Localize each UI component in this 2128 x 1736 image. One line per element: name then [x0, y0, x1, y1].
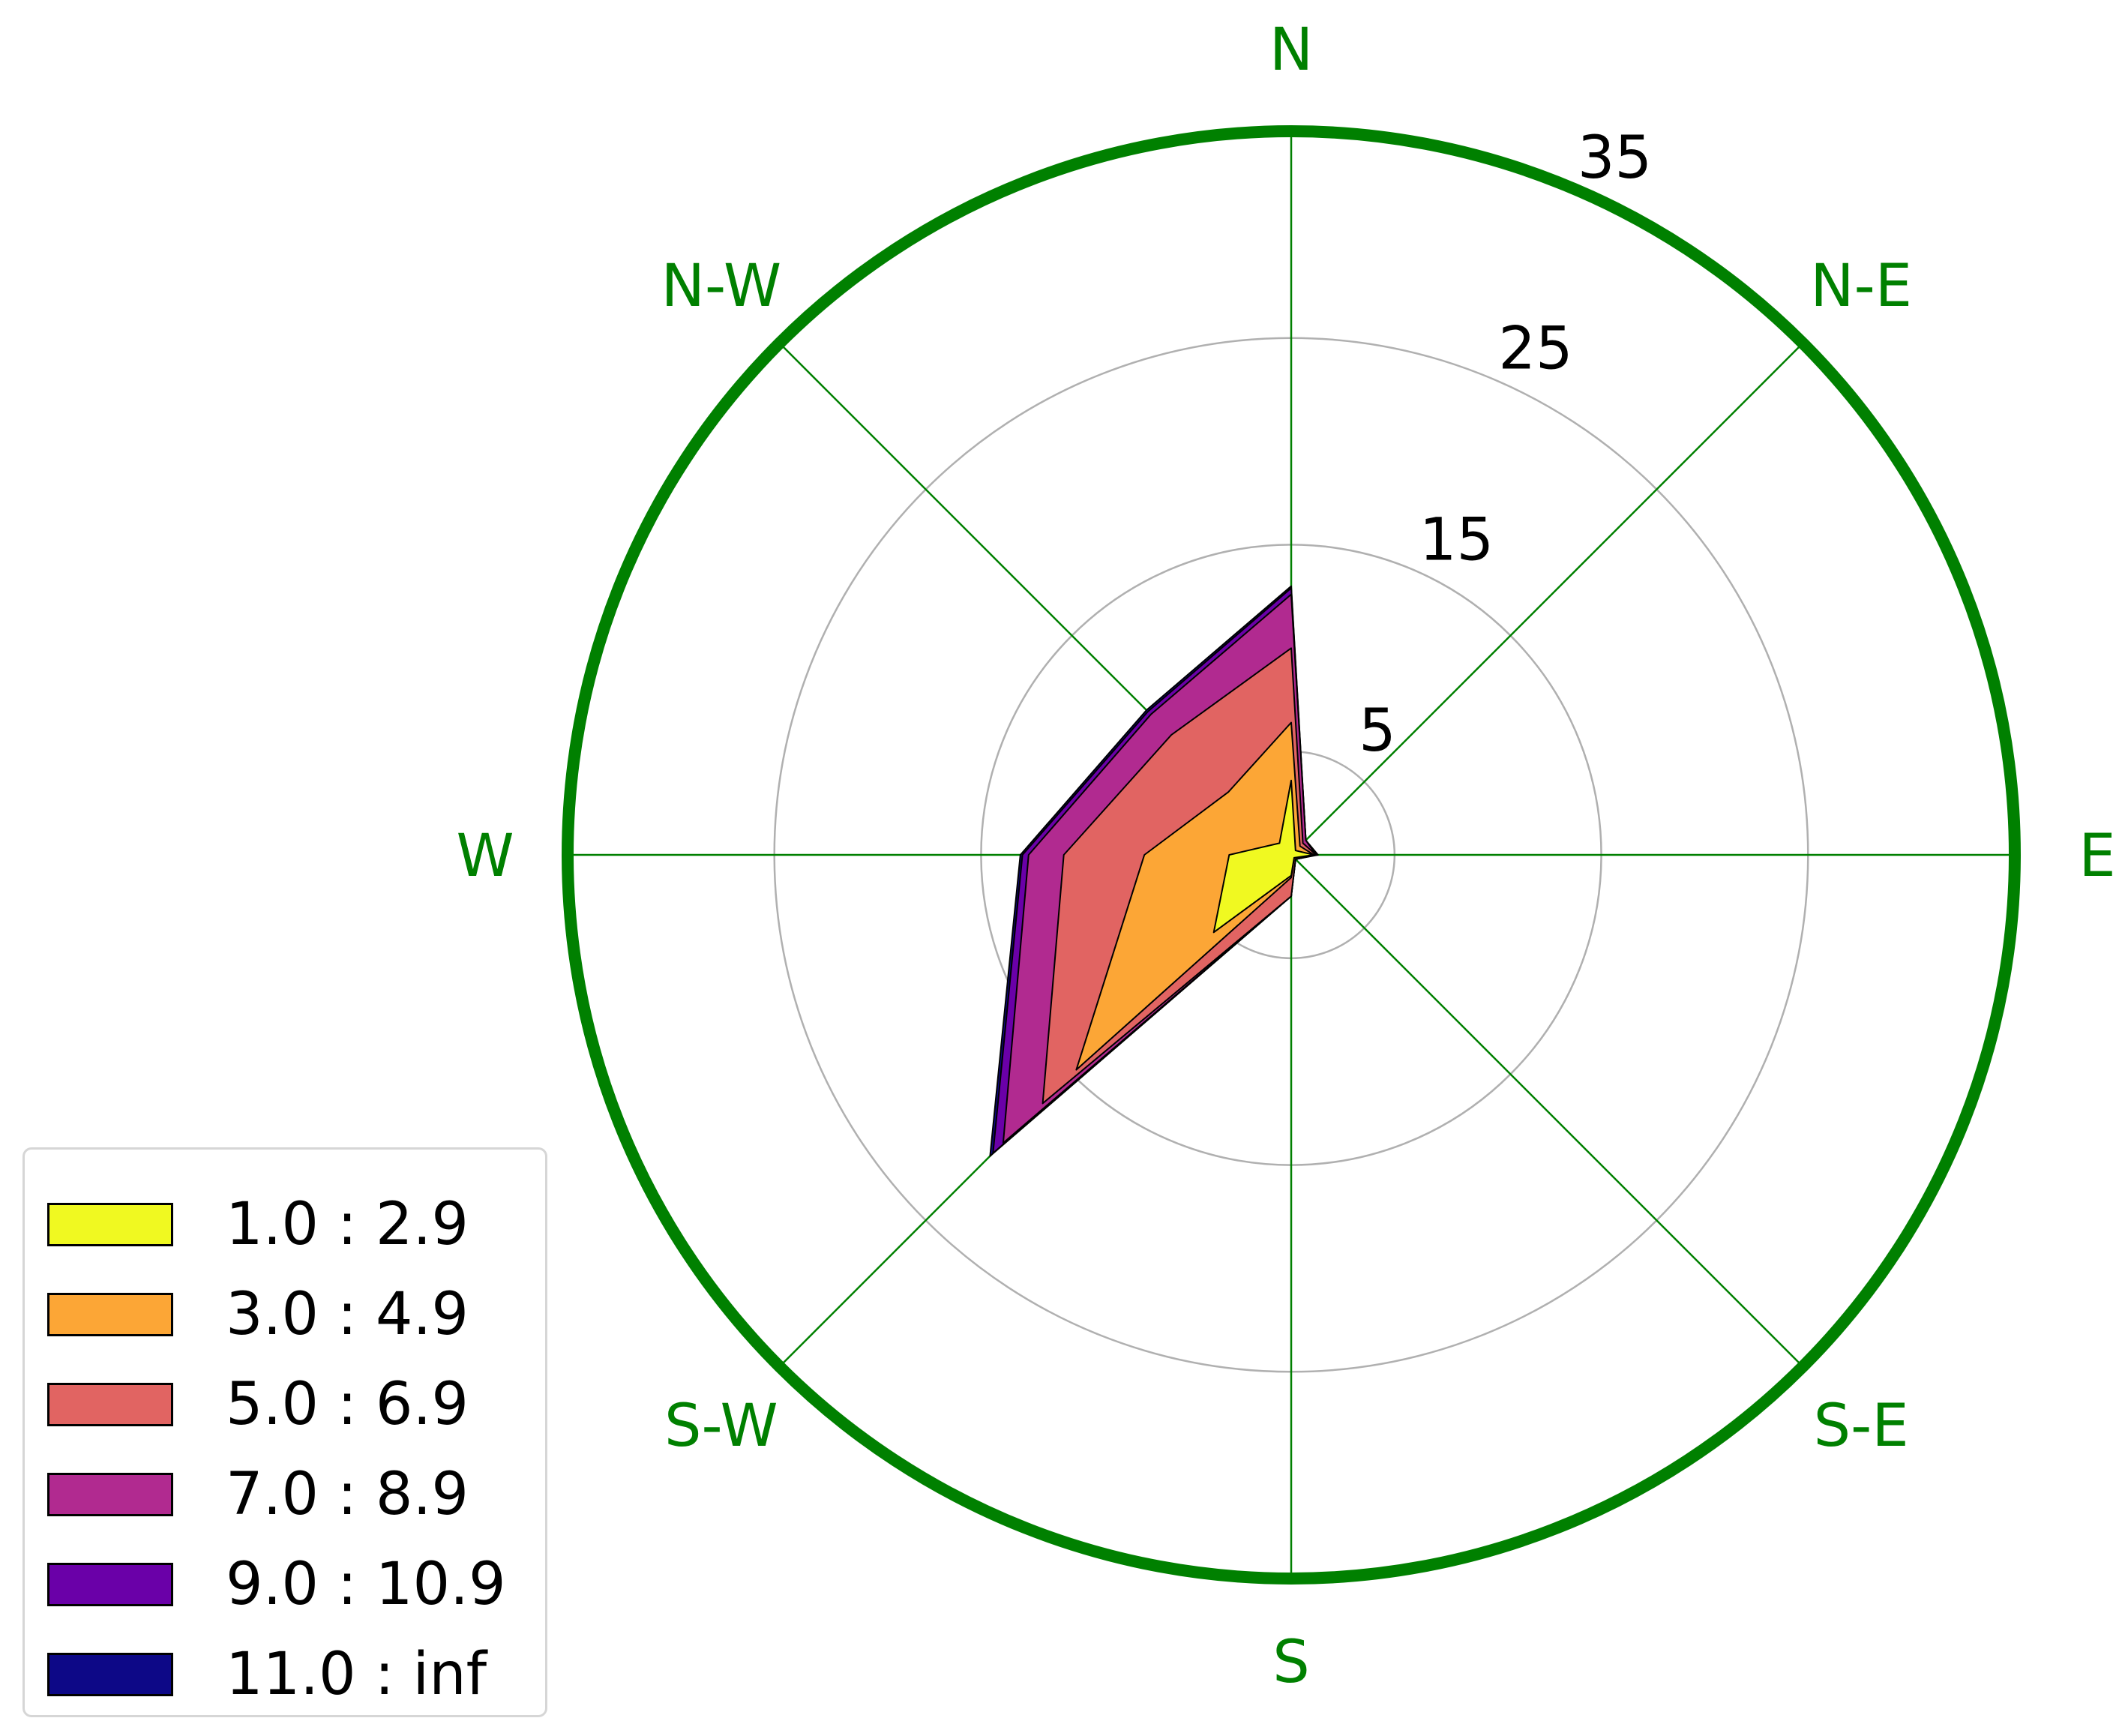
direction-label-n: N [1269, 16, 1313, 84]
series-area-0 [1212, 779, 1315, 934]
legend-item: 11.0 : inf [47, 1630, 487, 1720]
legend-label: 7.0 : 8.9 [226, 1461, 469, 1528]
legend-label: 11.0 : inf [226, 1641, 487, 1708]
direction-label-e: E [2079, 823, 2115, 890]
spoke-n-e [1290, 342, 1804, 856]
direction-label-n-e: N-E [1810, 253, 1912, 320]
direction-label-n-w: N-W [661, 253, 781, 320]
direction-labels: N N-E E S-E S S-W W N-W [456, 16, 2115, 1696]
radial-tick-label: 25 [1498, 316, 1572, 383]
legend: 1.0 : 2.9 3.0 : 4.9 5.0 : 6.9 7.0 : 8.9 … [22, 1147, 547, 1717]
legend-label: 5.0 : 6.9 [226, 1371, 469, 1438]
legend-swatch [47, 1203, 173, 1246]
radial-tick-label: 15 [1419, 506, 1494, 574]
legend-label: 1.0 : 2.9 [226, 1191, 469, 1258]
legend-swatch [47, 1383, 173, 1426]
legend-swatch [47, 1473, 173, 1516]
legend-item: 7.0 : 8.9 [47, 1450, 469, 1540]
series-area-1 [1075, 721, 1315, 1071]
direction-label-s-e: S-E [1814, 1393, 1909, 1460]
legend-item: 5.0 : 6.9 [47, 1360, 469, 1450]
spoke-s-e [1290, 854, 1804, 1368]
legend-swatch [47, 1563, 173, 1606]
legend-item: 3.0 : 4.9 [47, 1270, 469, 1360]
radial-tick-label: 5 [1359, 697, 1396, 765]
legend-label: 9.0 : 10.9 [226, 1551, 506, 1618]
radial-tick-labels: 5 15 25 35 [1359, 124, 1652, 765]
legend-item: 1.0 : 2.9 [47, 1180, 469, 1270]
direction-label-w: W [456, 823, 514, 890]
series-areas [989, 585, 1319, 1157]
direction-label-s-w: S-W [664, 1393, 778, 1460]
polar-frame [562, 125, 2021, 1585]
legend-label: 3.0 : 4.9 [226, 1281, 469, 1348]
direction-label-s: S [1272, 1629, 1310, 1696]
legend-swatch [47, 1653, 173, 1696]
legend-item: 9.0 : 10.9 [47, 1540, 506, 1630]
radial-tick-label: 35 [1578, 124, 1652, 192]
legend-swatch [47, 1293, 173, 1336]
